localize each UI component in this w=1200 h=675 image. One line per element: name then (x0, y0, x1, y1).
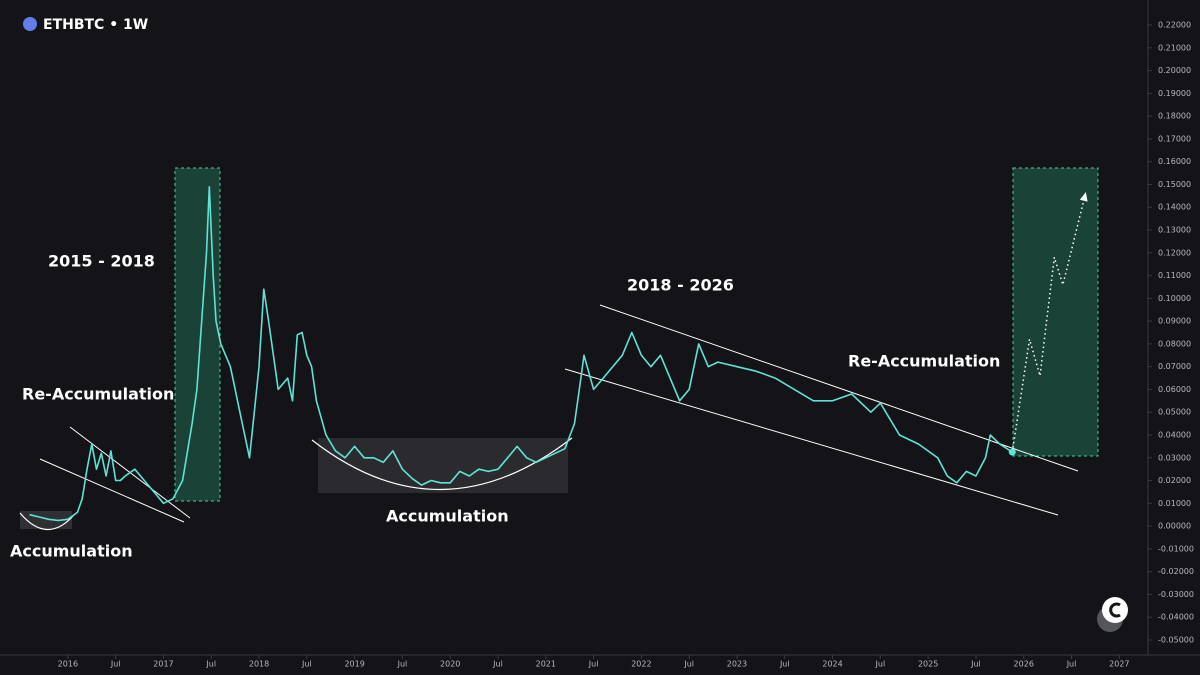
x-tick-label: 2019 (344, 660, 364, 669)
annotation: Re-Accumulation (848, 352, 1000, 371)
y-tick-label: 0.05000 (1158, 408, 1191, 417)
x-tick-label: 2026 (1014, 660, 1034, 669)
y-tick-label: 0.04000 (1158, 430, 1191, 439)
y-tick-label: 0.17000 (1158, 134, 1191, 143)
y-tick-label: 0.08000 (1158, 339, 1191, 348)
y-tick-label: 0.21000 (1158, 43, 1191, 52)
eth-icon (23, 17, 37, 31)
x-tick-label: Jul (588, 660, 599, 669)
y-tick-label: -0.05000 (1158, 635, 1194, 644)
y-tick-label: 0.16000 (1158, 157, 1191, 166)
x-tick-label: 2021 (536, 660, 556, 669)
y-tick-label: 0.06000 (1158, 385, 1191, 394)
x-tick-label: 2024 (822, 660, 842, 669)
x-tick-label: Jul (110, 660, 121, 669)
x-tick-label: Jul (492, 660, 503, 669)
x-tick-label: Jul (301, 660, 312, 669)
trendline (39, 458, 185, 523)
x-tick-label: Jul (1066, 660, 1077, 669)
y-tick-label: 0.10000 (1158, 294, 1191, 303)
y-tick-label: 0.20000 (1158, 66, 1191, 75)
last-point (1008, 448, 1016, 456)
x-tick-label: Jul (683, 660, 694, 669)
x-tick-label: 2025 (918, 660, 938, 669)
y-tick-label: 0.19000 (1158, 89, 1191, 98)
x-tick-label: Jul (205, 660, 216, 669)
y-tick-label: 0.15000 (1158, 180, 1191, 189)
x-tick-label: 2020 (440, 660, 460, 669)
y-tick-label: 0.03000 (1158, 453, 1191, 462)
annotation: Accumulation (10, 542, 133, 561)
y-tick-label: 0.11000 (1158, 271, 1191, 280)
breakout-zone (174, 167, 221, 502)
x-tick-label: Jul (397, 660, 408, 669)
accumulation-zone (318, 438, 568, 493)
x-tick-label: 2018 (249, 660, 269, 669)
y-tick-label: -0.04000 (1158, 613, 1194, 622)
x-tick-label: 2023 (727, 660, 747, 669)
y-tick-label: 0.12000 (1158, 248, 1191, 257)
price-line (29, 186, 1013, 522)
annotation: Accumulation (386, 507, 509, 526)
x-tick-label: 2022 (631, 660, 651, 669)
accumulation-arc (19, 512, 75, 531)
chart-title: ETHBTC • 1W (43, 17, 148, 33)
annotation: Re-Accumulation (22, 385, 174, 404)
y-tick-label: 0.18000 (1158, 112, 1191, 121)
logo (1097, 597, 1128, 632)
annotation: 2015 - 2018 (48, 252, 155, 271)
x-tick-label: Jul (875, 660, 886, 669)
arrow-head (1079, 191, 1088, 202)
y-tick-label: 0.14000 (1158, 203, 1191, 212)
y-tick-label: 0.00000 (1158, 522, 1191, 531)
trendline (564, 368, 1059, 516)
y-tick-label: -0.01000 (1158, 544, 1194, 553)
annotation: 2018 - 2026 (627, 276, 734, 295)
y-tick-label: -0.02000 (1158, 567, 1194, 576)
y-tick-label: 0.22000 (1158, 21, 1191, 30)
y-tick-label: 0.02000 (1158, 476, 1191, 485)
y-tick-label: 0.09000 (1158, 317, 1191, 326)
y-tick-label: -0.03000 (1158, 590, 1194, 599)
x-tick-label: 2017 (153, 660, 173, 669)
y-tick-label: 0.01000 (1158, 499, 1191, 508)
x-tick-label: 2016 (58, 660, 78, 669)
y-tick-label: 0.07000 (1158, 362, 1191, 371)
x-tick-label: 2027 (1109, 660, 1129, 669)
x-tick-label: Jul (779, 660, 790, 669)
projection-line (1011, 195, 1086, 453)
y-tick-label: 0.13000 (1158, 226, 1191, 235)
breakout-zone (1012, 167, 1099, 457)
x-tick-label: Jul (970, 660, 981, 669)
